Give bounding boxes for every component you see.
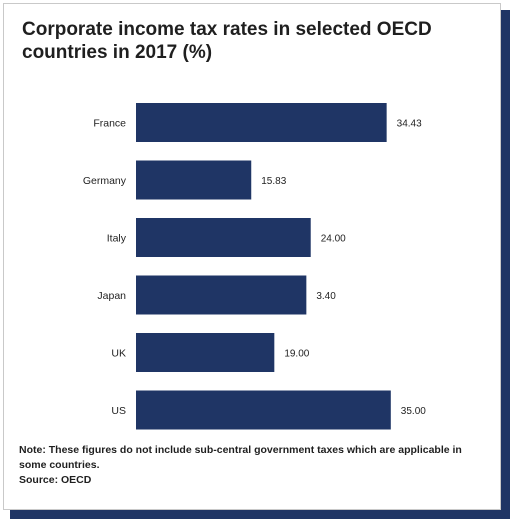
value-label: 35.00 <box>401 406 426 417</box>
bar <box>136 160 252 200</box>
category-label: Germany <box>83 175 127 187</box>
bar <box>136 218 311 257</box>
bar <box>136 103 387 142</box>
category-label: UK <box>111 348 126 360</box>
bars-layer: France 34.43 Germany 15.83 Italy 24.00 Japan 3.… <box>83 103 426 430</box>
note-text: Note: These figures do not include sub-c… <box>19 444 462 471</box>
value-label: 3.40 <box>316 291 336 302</box>
value-label: 34.43 <box>397 119 422 130</box>
source-text: Source: OECD <box>19 474 92 486</box>
chart-title: Corporate income tax rates in selected O… <box>22 19 432 63</box>
category-label: Japan <box>97 290 126 302</box>
category-label: Italy <box>107 233 127 245</box>
notes-block: Note: These figures do not include sub-c… <box>19 443 489 488</box>
bar <box>136 390 391 430</box>
bar <box>136 275 307 315</box>
value-label: 24.00 <box>321 234 346 245</box>
value-label: 19.00 <box>284 349 309 360</box>
category-label: France <box>93 118 126 130</box>
value-label: 15.83 <box>261 176 286 187</box>
category-label: US <box>111 405 126 417</box>
bar <box>136 333 275 372</box>
